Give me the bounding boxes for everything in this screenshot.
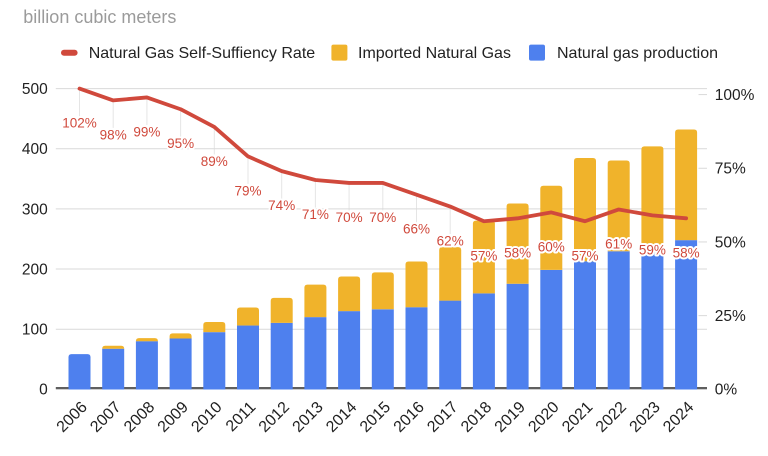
svg-text:89%: 89% [201, 154, 228, 169]
svg-text:62%: 62% [437, 234, 464, 249]
svg-text:0: 0 [39, 382, 48, 399]
svg-text:57%: 57% [470, 248, 497, 263]
svg-text:200: 200 [22, 261, 48, 278]
svg-text:95%: 95% [167, 136, 194, 151]
svg-text:60%: 60% [538, 239, 565, 254]
svg-text:Natural gas production: Natural gas production [557, 45, 718, 62]
svg-text:98%: 98% [100, 127, 127, 142]
svg-text:79%: 79% [234, 183, 261, 198]
svg-text:75%: 75% [715, 161, 746, 178]
svg-text:66%: 66% [403, 222, 430, 237]
svg-text:50%: 50% [715, 234, 746, 251]
svg-text:102%: 102% [62, 116, 97, 131]
svg-text:0%: 0% [715, 382, 738, 399]
svg-text:100%: 100% [715, 87, 755, 104]
svg-text:59%: 59% [639, 242, 666, 257]
svg-text:300: 300 [22, 201, 48, 218]
svg-text:Imported Natural Gas: Imported Natural Gas [358, 45, 511, 62]
svg-text:70%: 70% [369, 210, 396, 225]
svg-text:25%: 25% [715, 308, 746, 325]
svg-text:57%: 57% [571, 248, 598, 263]
svg-text:58%: 58% [504, 245, 531, 260]
svg-text:400: 400 [22, 141, 48, 158]
svg-text:500: 500 [22, 81, 48, 98]
svg-text:58%: 58% [673, 245, 700, 260]
svg-text:74%: 74% [268, 198, 295, 213]
svg-text:61%: 61% [605, 236, 632, 251]
svg-text:70%: 70% [336, 210, 363, 225]
svg-text:71%: 71% [302, 207, 329, 222]
svg-text:billion cubic meters: billion cubic meters [23, 7, 176, 27]
svg-text:100: 100 [22, 322, 48, 339]
svg-text:99%: 99% [133, 124, 160, 139]
svg-text:Natural Gas Self-Suffiency Rat: Natural Gas Self-Suffiency Rate [89, 45, 316, 62]
